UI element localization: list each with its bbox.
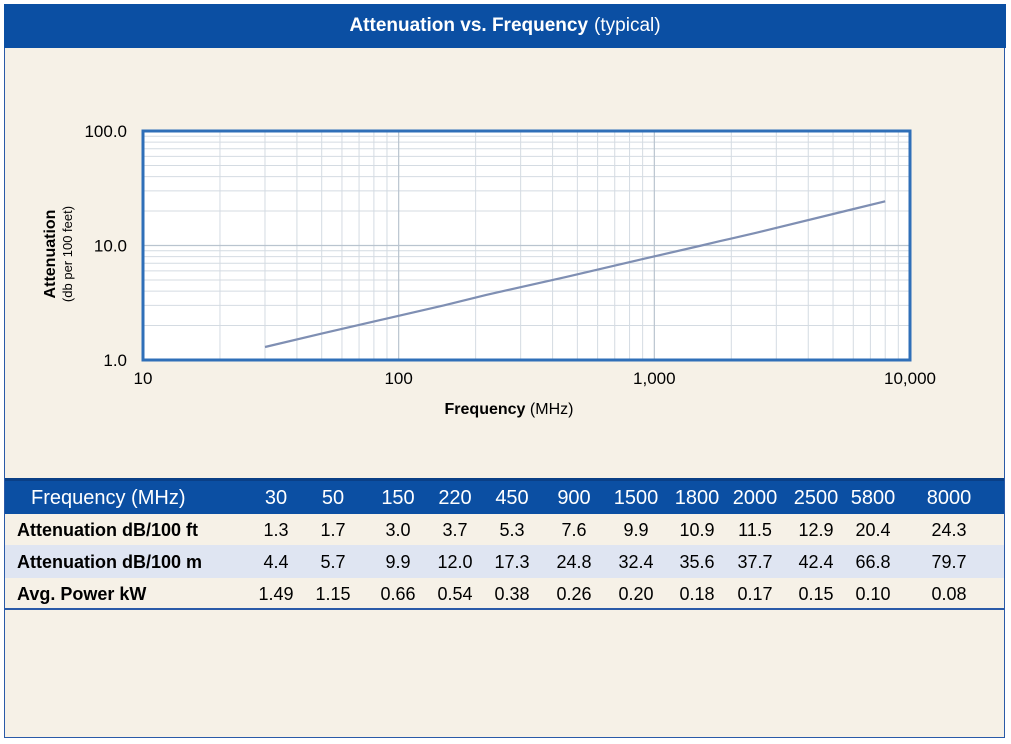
table-row-label: Avg. Power kW <box>17 583 147 604</box>
y-tick-label: 1.0 <box>103 351 127 370</box>
x-tick-label: 10 <box>134 369 153 388</box>
table-cell: 35.6 <box>679 551 715 572</box>
table-header-cell: 2500 <box>793 487 839 509</box>
table-cell: 1.15 <box>315 583 351 604</box>
table-cell: 12.9 <box>798 519 834 540</box>
table-header-cell: 2000 <box>732 487 778 509</box>
attenuation-chart: 10 100 1,000 10,000 1.0 10.0 100.0 Frequency (… <box>42 122 936 418</box>
table-header-cell: 50 <box>321 487 345 509</box>
table-header-cell: 450 <box>495 487 529 509</box>
table-cell: 10.9 <box>679 519 715 540</box>
y-tick-label: 10.0 <box>94 237 127 256</box>
table-cell: 0.18 <box>679 583 715 604</box>
table-cell: 4.4 <box>263 551 289 572</box>
x-tick-label: 100 <box>384 369 412 388</box>
table-header-cell: 900 <box>557 487 591 509</box>
chart-title: Attenuation vs. Frequency <box>349 15 589 36</box>
table-header-cell: 30 <box>264 487 288 509</box>
table-cell: 42.4 <box>798 551 834 572</box>
table-cell: 0.15 <box>798 583 834 604</box>
table-cell: 24.3 <box>931 519 967 540</box>
plot-border <box>141 129 912 362</box>
table-cell: 32.4 <box>618 551 654 572</box>
table-cell: 0.66 <box>380 583 416 604</box>
table-cell: 5.7 <box>320 551 346 572</box>
tick-labels: 10 100 1,000 10,000 1.0 10.0 100.0 <box>84 122 936 388</box>
table-cell: 7.6 <box>561 519 587 540</box>
table-cell: 0.17 <box>737 583 773 604</box>
table-row-label: Attenuation dB/100 ft <box>17 519 199 540</box>
table-header-cell: 1800 <box>674 487 720 509</box>
table-bottom-divider <box>5 608 1004 610</box>
table-cell: 1.3 <box>263 519 289 540</box>
y-axis-label-sub: (db per 100 feet) <box>60 206 75 302</box>
x-axis-label-bold: Frequency <box>445 401 526 418</box>
table-row-label: Attenuation dB/100 m <box>17 551 203 572</box>
table-cell: 11.5 <box>738 519 772 540</box>
table-cell: 66.8 <box>855 551 891 572</box>
table-cell: 12.0 <box>437 551 473 572</box>
table-cell: 1.49 <box>258 583 294 604</box>
x-tick-label: 10,000 <box>884 369 936 388</box>
x-tick-label: 1,000 <box>633 369 676 388</box>
title-bar: Attenuation vs. Frequency (typical) <box>4 4 1006 48</box>
y-tick-label: 100.0 <box>84 122 127 141</box>
y-axis-label-main: Attenuation <box>42 210 59 299</box>
table-cell: 9.9 <box>623 519 649 540</box>
table-cell: 79.7 <box>931 551 967 572</box>
table-header-row <box>5 478 1004 514</box>
table-cell: 0.08 <box>931 583 967 604</box>
table-header-cell: 150 <box>381 487 415 509</box>
table-cell: 3.7 <box>442 519 468 540</box>
table-cell: 37.7 <box>737 551 773 572</box>
y-axis-label: Attenuation (db per 100 feet) <box>42 206 75 302</box>
table-cell: 3.0 <box>385 519 411 540</box>
table-header-cell: 5800 <box>850 487 896 509</box>
table-cell: 1.7 <box>320 519 346 540</box>
table-cell: 0.20 <box>618 583 654 604</box>
grid <box>142 130 911 361</box>
table-cell: 0.38 <box>494 583 530 604</box>
x-axis-label: Frequency (MHz) <box>445 401 574 418</box>
table-cell: 9.9 <box>385 551 411 572</box>
table-row-background <box>5 545 1004 578</box>
table-cell: 20.4 <box>855 519 891 540</box>
panel-frame <box>4 4 1005 738</box>
table-cell: 0.10 <box>855 583 891 604</box>
table-header-label: Frequency (MHz) <box>31 487 186 509</box>
table-cell: 24.8 <box>556 551 592 572</box>
chart-subtitle: (typical) <box>594 15 661 36</box>
table-cell: 17.3 <box>494 551 530 572</box>
x-axis-label-rest: (MHz) <box>530 401 574 418</box>
table-header-cell: 8000 <box>926 487 972 509</box>
table-header-cell: 220 <box>438 487 472 509</box>
table-header-cell: 1500 <box>613 487 659 509</box>
series-line <box>264 200 886 349</box>
table-cell: 0.26 <box>556 583 592 604</box>
table-cell: 0.54 <box>437 583 473 604</box>
series-group <box>264 200 886 349</box>
table-cell: 5.3 <box>499 519 525 540</box>
